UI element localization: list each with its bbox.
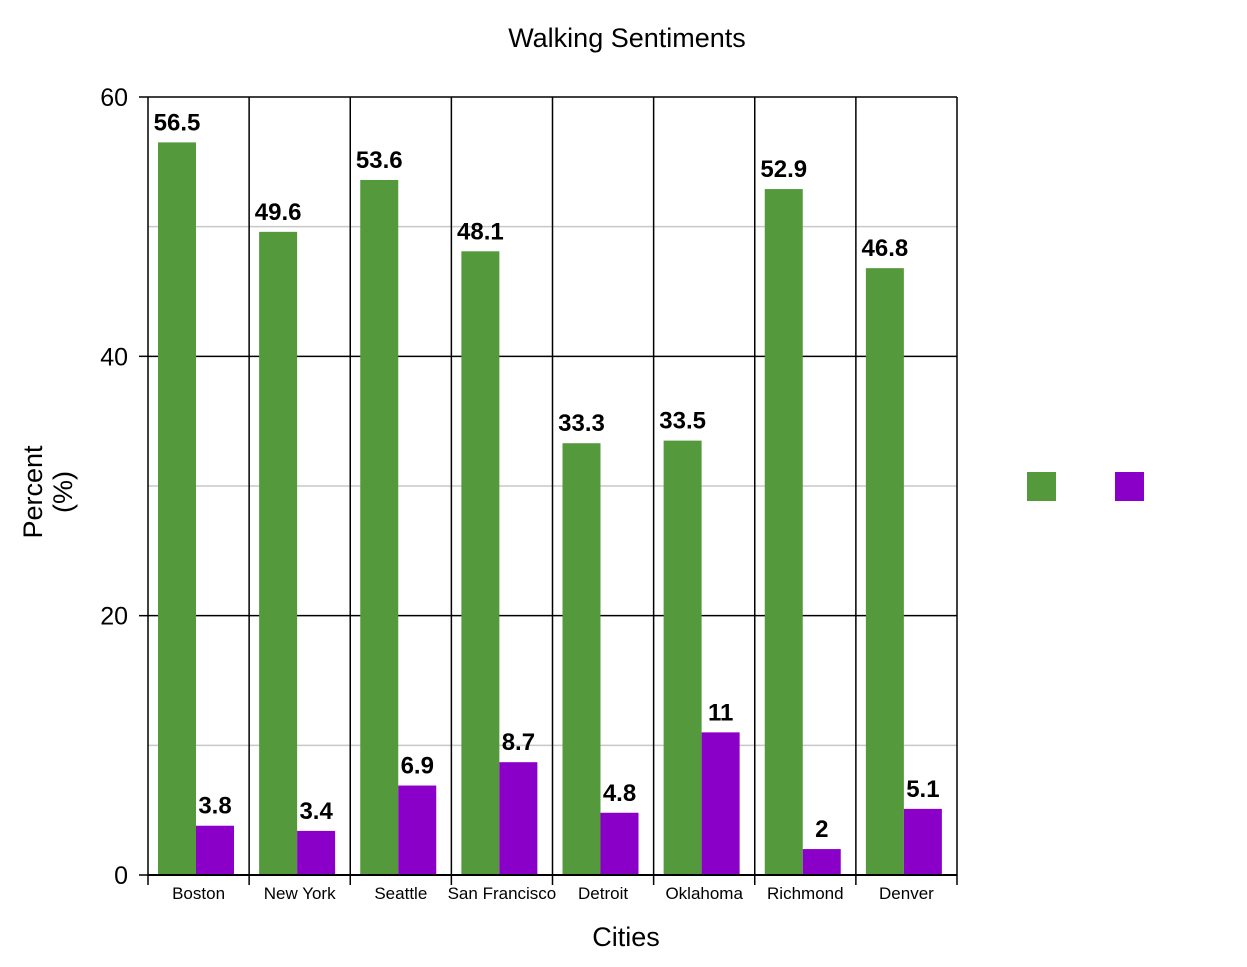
x-tick-label: Detroit (578, 884, 628, 903)
bar (701, 732, 740, 875)
y-tick-label: 40 (100, 343, 128, 371)
bar (764, 189, 803, 875)
data-label: 48.1 (457, 218, 504, 245)
y-axis-title-line-1: Percent (18, 445, 48, 539)
bar (259, 231, 298, 875)
data-label: 33.5 (659, 408, 706, 435)
bar (499, 762, 538, 875)
data-label: 46.8 (862, 235, 909, 262)
y-tick-label: 0 (114, 862, 128, 890)
bar (903, 808, 942, 875)
x-tick-label: Denver (879, 884, 934, 903)
y-axis-title: Percent (%) (18, 445, 78, 539)
data-label: 52.9 (760, 156, 807, 183)
x-tick-label: Oklahoma (665, 884, 743, 903)
y-axis-title-line-2: (%) (48, 471, 78, 513)
grid (148, 96, 958, 875)
y-tick-label: 60 (100, 84, 128, 112)
data-label: 8.7 (502, 729, 535, 756)
data-label: 33.3 (558, 410, 605, 437)
bars (158, 142, 942, 876)
bar (398, 785, 437, 875)
data-label: 49.6 (255, 199, 302, 226)
bar (461, 251, 500, 875)
data-label: 5.1 (906, 776, 939, 803)
data-label: 53.6 (356, 147, 403, 174)
data-label: 2 (815, 816, 828, 843)
bar (562, 443, 601, 875)
x-tick-label: Seattle (374, 884, 427, 903)
bar (360, 179, 399, 875)
bar (600, 812, 639, 875)
bar (802, 849, 841, 875)
data-label: 3.8 (198, 793, 231, 820)
bar (158, 142, 196, 876)
x-tick-label: San Francisco (448, 884, 557, 903)
bar (865, 268, 904, 875)
x-tick-label: Richmond (767, 884, 844, 903)
legend-swatch (1027, 472, 1056, 501)
x-tick-label: New York (264, 884, 336, 903)
data-label: 56.5 (154, 109, 201, 136)
chart-title: Walking Sentiments (508, 23, 746, 53)
legend-swatch (1115, 472, 1144, 501)
bar (663, 440, 702, 875)
data-label: 3.4 (299, 798, 333, 825)
y-tick-label: 20 (100, 603, 128, 631)
x-tick-label: Boston (172, 884, 225, 903)
data-label: 4.8 (603, 780, 636, 807)
data-label: 11 (708, 699, 733, 726)
axes: 0 20 40 60 Boston New York Seattle San Francisc… (100, 84, 958, 903)
data-label: 6.9 (401, 753, 434, 780)
data-labels: 56.5 49.6 53.6 48.1 33.3 33.5 52.9 46.8 3.8 3.4 6.… (154, 109, 940, 843)
bar (297, 830, 336, 875)
bar (196, 825, 234, 875)
legend (1027, 472, 1144, 501)
x-axis-title: Cities (592, 922, 660, 952)
